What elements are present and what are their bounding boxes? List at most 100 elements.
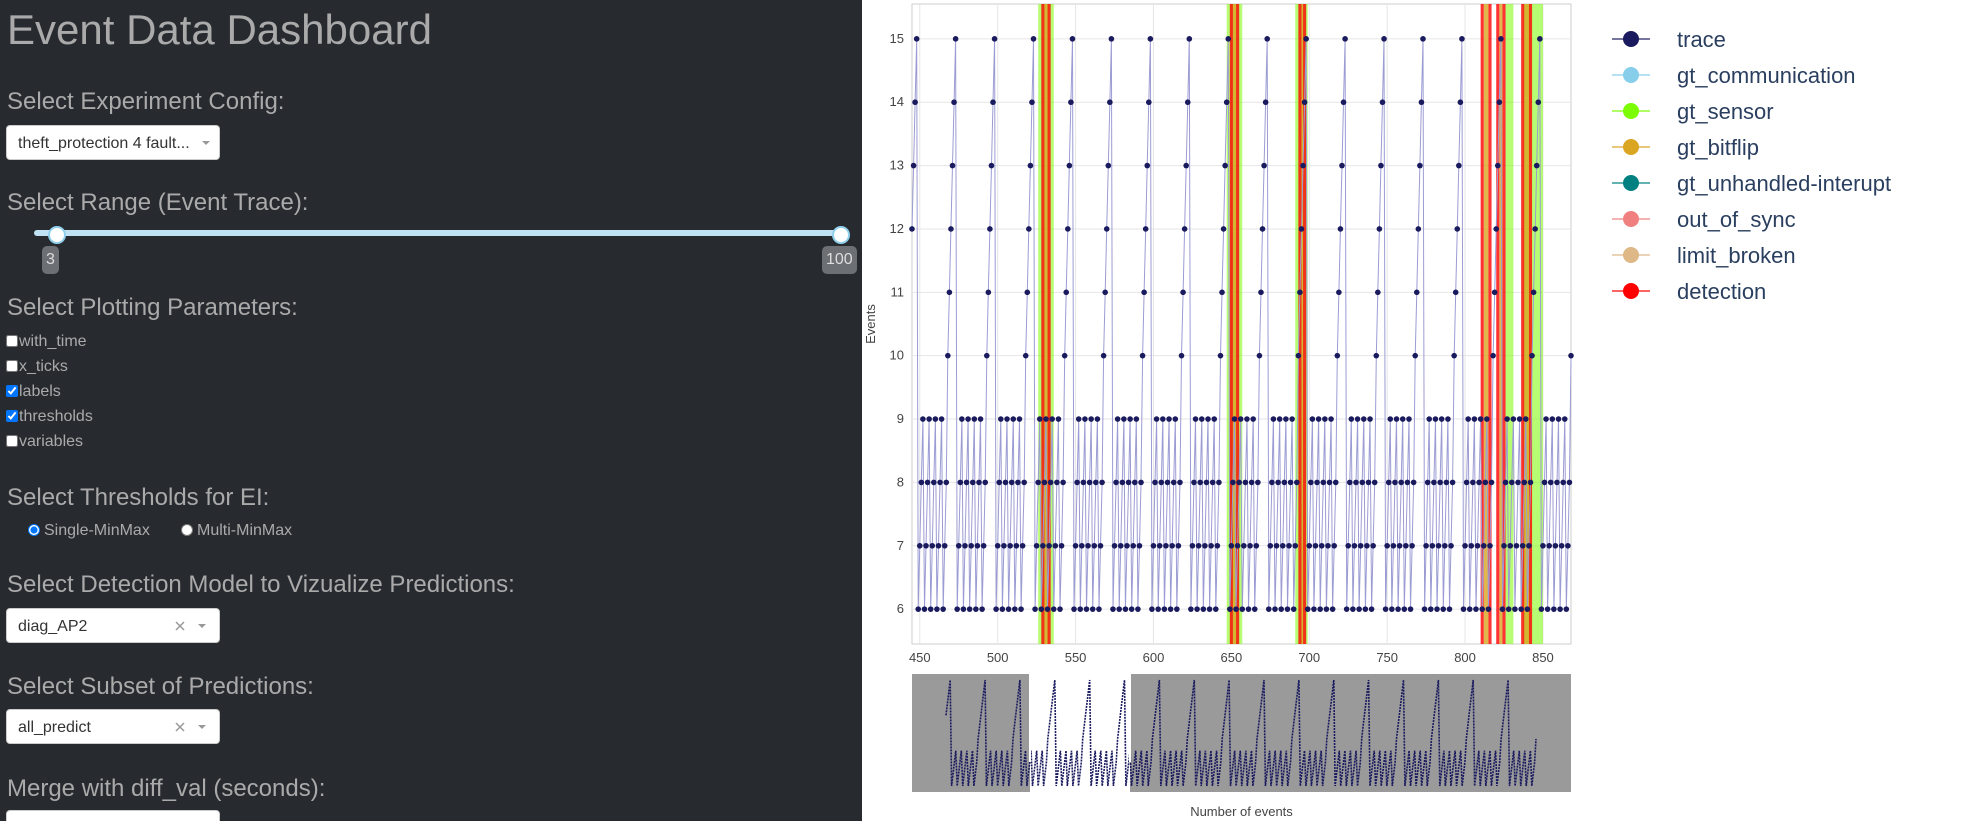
- checkbox[interactable]: [6, 410, 18, 422]
- trace-point: [1547, 479, 1554, 486]
- trace-point: [1163, 542, 1169, 549]
- clear-caret: [175, 722, 206, 732]
- trace-point: [1197, 479, 1204, 486]
- trace-point: [1406, 416, 1412, 422]
- legend-marker[interactable]: [1623, 67, 1639, 83]
- trace-point: [1054, 479, 1060, 486]
- checkbox[interactable]: [6, 435, 18, 447]
- legend-label[interactable]: gt_communication: [1677, 63, 1856, 88]
- legend-marker[interactable]: [1623, 103, 1639, 119]
- trace-point: [1494, 162, 1501, 169]
- trace-point: [1198, 416, 1205, 422]
- range-label: Select Range (Event Trace):: [7, 189, 309, 216]
- checkbox-row: thresholds: [6, 408, 93, 426]
- trace-point: [1339, 162, 1345, 169]
- trace-point: [1287, 479, 1294, 486]
- range-handle[interactable]: [832, 226, 850, 244]
- trace-point: [976, 479, 982, 486]
- legend-marker[interactable]: [1623, 139, 1639, 155]
- checkbox-label: variables: [19, 433, 84, 450]
- legend-label[interactable]: out_of_sync: [1677, 207, 1796, 232]
- legend-marker[interactable]: [1623, 31, 1639, 47]
- radio[interactable]: [28, 524, 40, 536]
- trace-point: [941, 542, 948, 549]
- trace-point: [957, 479, 964, 486]
- trace-point: [955, 542, 962, 549]
- merge-dropdown[interactable]: [6, 810, 220, 821]
- legend-label[interactable]: gt_unhandled-interupt: [1677, 171, 1891, 196]
- trace-point: [1527, 479, 1534, 486]
- trace-point: [1230, 479, 1236, 486]
- trace-point: [1560, 479, 1567, 486]
- checkbox[interactable]: [6, 360, 18, 372]
- trace-point: [1269, 479, 1275, 486]
- trace-point: [1438, 416, 1445, 422]
- trace-point: [1153, 416, 1160, 422]
- trace-point: [1384, 542, 1390, 549]
- trace-point: [1308, 479, 1314, 486]
- range-handle[interactable]: [48, 226, 66, 244]
- trace-point: [1150, 542, 1157, 549]
- trace-point: [1046, 542, 1052, 549]
- region: [1499, 4, 1503, 644]
- legend-label[interactable]: gt_bitflip: [1677, 135, 1759, 160]
- trace-point: [1346, 479, 1353, 486]
- trace-point: [1508, 479, 1515, 486]
- trace-point: [1077, 606, 1084, 612]
- trace-point: [1325, 542, 1331, 549]
- legend-marker[interactable]: [1623, 211, 1639, 227]
- y-tick-label: 6: [897, 601, 904, 616]
- x-tick-label: 500: [987, 650, 1009, 665]
- trace-point: [1177, 479, 1183, 486]
- trace-point: [1516, 416, 1523, 422]
- trace-point: [1113, 479, 1119, 486]
- region: [1524, 4, 1529, 644]
- trace-point: [1476, 479, 1482, 486]
- trace-point: [1267, 542, 1274, 549]
- trace-point: [1036, 416, 1043, 422]
- trace-point: [1543, 416, 1549, 422]
- trace-point: [910, 162, 917, 169]
- model-label: Select Detection Model to Vizualize Pred…: [7, 571, 515, 598]
- checkbox-label: labels: [19, 383, 61, 400]
- trace-point: [1088, 416, 1094, 422]
- trace-point: [1239, 606, 1246, 612]
- checkbox[interactable]: [6, 335, 18, 347]
- trace-point: [1191, 479, 1197, 486]
- legend-marker[interactable]: [1623, 283, 1639, 299]
- subset-dropdown[interactable]: all_predict: [6, 709, 220, 744]
- trace-point: [1284, 606, 1291, 612]
- model-dropdown[interactable]: diag_AP2: [6, 608, 220, 643]
- x-tick-label: 700: [1298, 650, 1320, 665]
- trace-point: [1002, 479, 1009, 486]
- legend-label[interactable]: gt_sensor: [1677, 99, 1774, 124]
- trace-point: [912, 99, 918, 106]
- legend-label[interactable]: limit_broken: [1677, 243, 1796, 268]
- trace-point: [1141, 289, 1147, 296]
- trace-point: [1552, 542, 1559, 549]
- trace-point: [1398, 479, 1404, 486]
- checkbox-label: thresholds: [19, 408, 93, 425]
- checkbox[interactable]: [6, 385, 18, 397]
- trace-point: [966, 606, 973, 612]
- trace-point: [1364, 542, 1370, 549]
- trace-point: [1111, 542, 1118, 549]
- x-tick-label: 450: [909, 650, 931, 665]
- legend-marker[interactable]: [1623, 247, 1639, 263]
- trace-point: [1256, 352, 1263, 359]
- trace-point: [1385, 479, 1392, 486]
- radio[interactable]: [181, 524, 193, 536]
- trace-point: [1227, 606, 1233, 612]
- trace-point: [1484, 416, 1490, 422]
- radio-row: Single-MinMax: [28, 522, 150, 540]
- trace-point: [1074, 479, 1080, 486]
- legend-label[interactable]: detection: [1677, 279, 1766, 304]
- trace-point: [1348, 416, 1355, 422]
- trace-point: [1303, 36, 1309, 42]
- config-dropdown[interactable]: theft_protection 4 fault...: [6, 125, 220, 160]
- trace-point: [1403, 542, 1409, 549]
- legend-label[interactable]: trace: [1677, 27, 1726, 52]
- trace-point: [1426, 416, 1433, 422]
- legend-marker[interactable]: [1623, 175, 1639, 191]
- trace-point: [1178, 352, 1185, 359]
